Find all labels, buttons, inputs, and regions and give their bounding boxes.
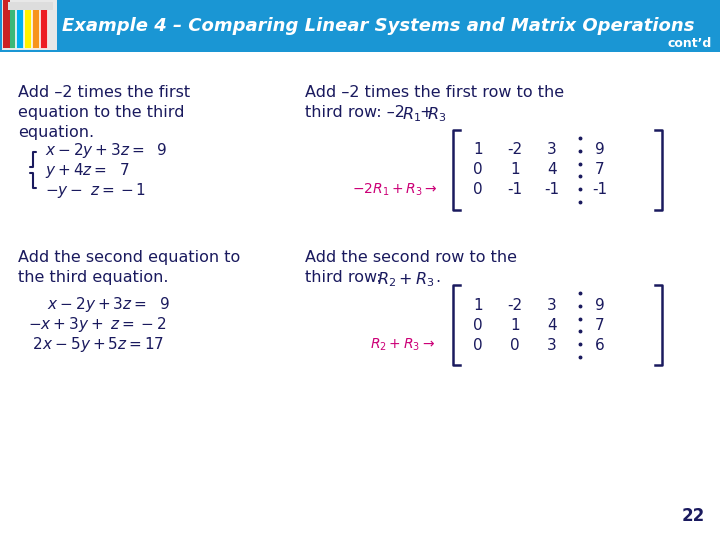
Text: $R_3$: $R_3$	[427, 105, 446, 124]
Bar	[2, 0, 57, 50]
Text: cont’d: cont’d	[667, 37, 712, 50]
Text: -2: -2	[508, 143, 523, 158]
Text: 1: 1	[510, 318, 520, 333]
Text: Add –2 times the first row to the: Add –2 times the first row to the	[305, 85, 564, 100]
Text: Example 4 – Comparing Linear Systems and Matrix Operations: Example 4 – Comparing Linear Systems and…	[62, 17, 695, 35]
Text: 0: 0	[473, 183, 483, 198]
Text: 1: 1	[473, 143, 483, 158]
Text: 0: 0	[510, 338, 520, 353]
Text: 1: 1	[510, 163, 520, 178]
Text: +: +	[419, 105, 433, 120]
Text: 6: 6	[595, 338, 605, 353]
Text: $R_2 + R_3 \rightarrow$: $R_2 + R_3 \rightarrow$	[370, 337, 435, 353]
Text: third row: –2: third row: –2	[305, 105, 405, 120]
Text: $x - 2y + 3z = \ \ 9$: $x - 2y + 3z = \ \ 9$	[45, 140, 168, 159]
Text: -1: -1	[544, 183, 559, 198]
Text: 3: 3	[547, 338, 557, 353]
Text: 4: 4	[547, 318, 557, 333]
Text: 4: 4	[547, 163, 557, 178]
Text: 9: 9	[595, 298, 605, 313]
Text: -1: -1	[593, 183, 608, 198]
Text: -2: -2	[508, 298, 523, 313]
Text: $\ \ \ \ x - 2y + 3z = \ \ 9$: $\ \ \ \ x - 2y + 3z = \ \ 9$	[28, 295, 170, 314]
Text: 22: 22	[682, 507, 705, 525]
Text: $-2R_1 + R_3 \rightarrow$: $-2R_1 + R_3 \rightarrow$	[352, 182, 438, 198]
Bar	[0, 0, 720, 52]
Text: $R_2 + R_3$: $R_2 + R_3$	[377, 270, 435, 289]
Text: $-x + 3y + \ z = -2$: $-x + 3y + \ z = -2$	[28, 315, 166, 334]
Text: the third equation.: the third equation.	[18, 270, 168, 285]
Text: equation.: equation.	[18, 125, 94, 140]
Text: 7: 7	[595, 163, 605, 178]
Text: 9: 9	[595, 143, 605, 158]
Text: 0: 0	[473, 338, 483, 353]
Text: third row:: third row:	[305, 270, 387, 285]
Text: 7: 7	[595, 318, 605, 333]
Bar	[32, 4, 39, 48]
Text: 1: 1	[473, 298, 483, 313]
Text: 3: 3	[547, 298, 557, 313]
Text: $R_1$: $R_1$	[402, 105, 421, 124]
Text: .: .	[435, 270, 440, 285]
Text: 0: 0	[473, 318, 483, 333]
Text: 3: 3	[547, 143, 557, 158]
Text: $-y - \ z = -1$: $-y - \ z = -1$	[45, 180, 146, 199]
Bar	[40, 4, 47, 48]
Bar	[8, 2, 53, 10]
Text: Add the second equation to: Add the second equation to	[18, 250, 240, 265]
Bar	[16, 4, 23, 48]
Text: -1: -1	[508, 183, 523, 198]
Text: $\ 2x - 5y + 5z = 17$: $\ 2x - 5y + 5z = 17$	[28, 335, 164, 354]
Text: 0: 0	[473, 163, 483, 178]
Text: equation to the third: equation to the third	[18, 105, 184, 120]
Text: $y + 4z = \ \ 7$: $y + 4z = \ \ 7$	[45, 160, 130, 179]
Bar	[24, 4, 31, 48]
Bar	[3, 0, 10, 48]
Bar	[8, 4, 15, 48]
Text: Add –2 times the first: Add –2 times the first	[18, 85, 190, 100]
Text: Add the second row to the: Add the second row to the	[305, 250, 517, 265]
